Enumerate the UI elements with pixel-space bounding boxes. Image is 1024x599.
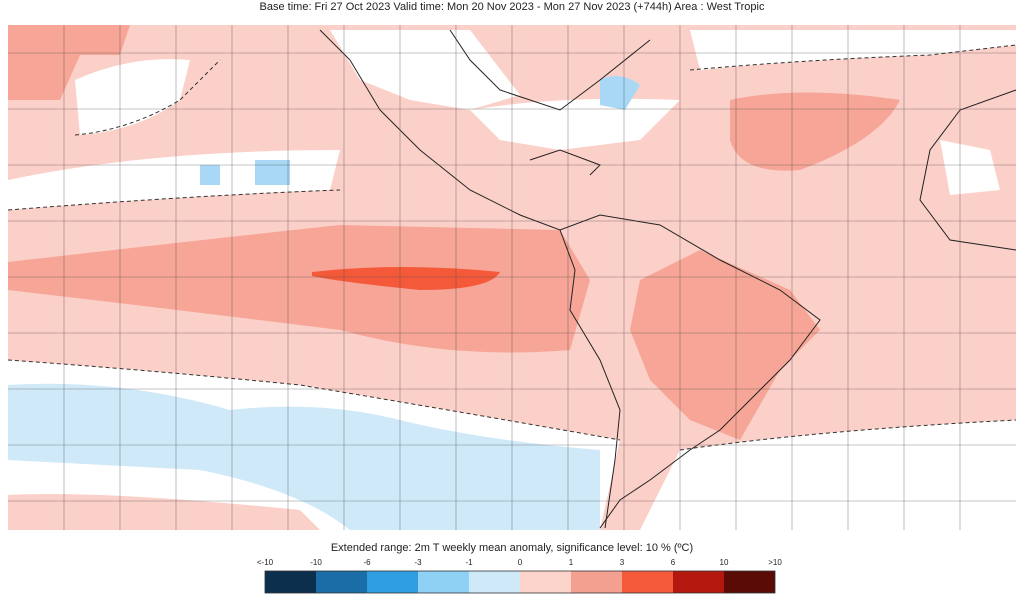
- coastline: [319, 29, 821, 529]
- map: [7, 25, 1017, 530]
- color-swatch: [520, 571, 571, 593]
- colorbar-tick-label: -3: [414, 558, 422, 567]
- hot-area: [312, 267, 500, 290]
- neutral-area: [640, 420, 1016, 530]
- neutral-area: [940, 140, 1000, 195]
- contour: [679, 419, 1017, 451]
- colorbar-tick-label: 1: [569, 558, 574, 567]
- contour: [7, 189, 341, 211]
- warm-area: [8, 25, 130, 100]
- coastline: [919, 89, 1017, 251]
- coastline: [559, 229, 621, 529]
- graticule: [8, 25, 1016, 530]
- colorbar-tick-label: 3: [620, 558, 625, 567]
- neutral-area: [690, 30, 1016, 70]
- warm-area: [730, 92, 900, 171]
- color-swatch: [724, 571, 775, 593]
- neutral-area: [330, 30, 520, 110]
- legend-title: Extended range: 2m T weekly mean anomaly…: [331, 542, 693, 554]
- colorbar-tick-label: <-10: [257, 558, 274, 567]
- significance-contours: [7, 44, 1017, 451]
- color-swatch: [622, 571, 673, 593]
- warm-area: [8, 225, 590, 353]
- neutral-area: [470, 98, 680, 150]
- color-swatch: [418, 571, 469, 593]
- colorbar-tick-label: 10: [720, 558, 729, 567]
- contour: [7, 359, 621, 441]
- cool-area: [600, 76, 640, 110]
- colorbar-frame: [264, 570, 776, 594]
- coastline: [449, 29, 651, 111]
- colorbar-tick-label: 6: [671, 558, 676, 567]
- contour: [74, 59, 221, 136]
- color-swatch: [367, 571, 418, 593]
- color-swatch: [673, 571, 724, 593]
- title: Base time: Fri 27 Oct 2023 Valid time: M…: [260, 1, 765, 13]
- colorbar: <-10 -10 -6 -3 -1 0 1 3 6 10 >10: [257, 558, 782, 594]
- contour: [689, 44, 1017, 71]
- cool-area: [200, 160, 290, 185]
- warm-area: [630, 250, 820, 440]
- coastlines: [319, 29, 1017, 529]
- cool-area: [8, 383, 600, 530]
- color-swatch: [469, 571, 520, 593]
- color-swatch: [265, 571, 316, 593]
- warm-area: [8, 494, 320, 530]
- colorbar-tick-label: 0: [518, 558, 523, 567]
- colorbar-tick-label: -10: [310, 558, 322, 567]
- colorbar-tick-label: -6: [363, 558, 371, 567]
- color-swatch: [571, 571, 622, 593]
- coastline: [529, 149, 601, 176]
- neutral-area: [75, 59, 190, 135]
- colorbar-tick-label: -1: [465, 558, 473, 567]
- colorbar-tick-label: >10: [768, 558, 782, 567]
- color-swatch: [316, 571, 367, 593]
